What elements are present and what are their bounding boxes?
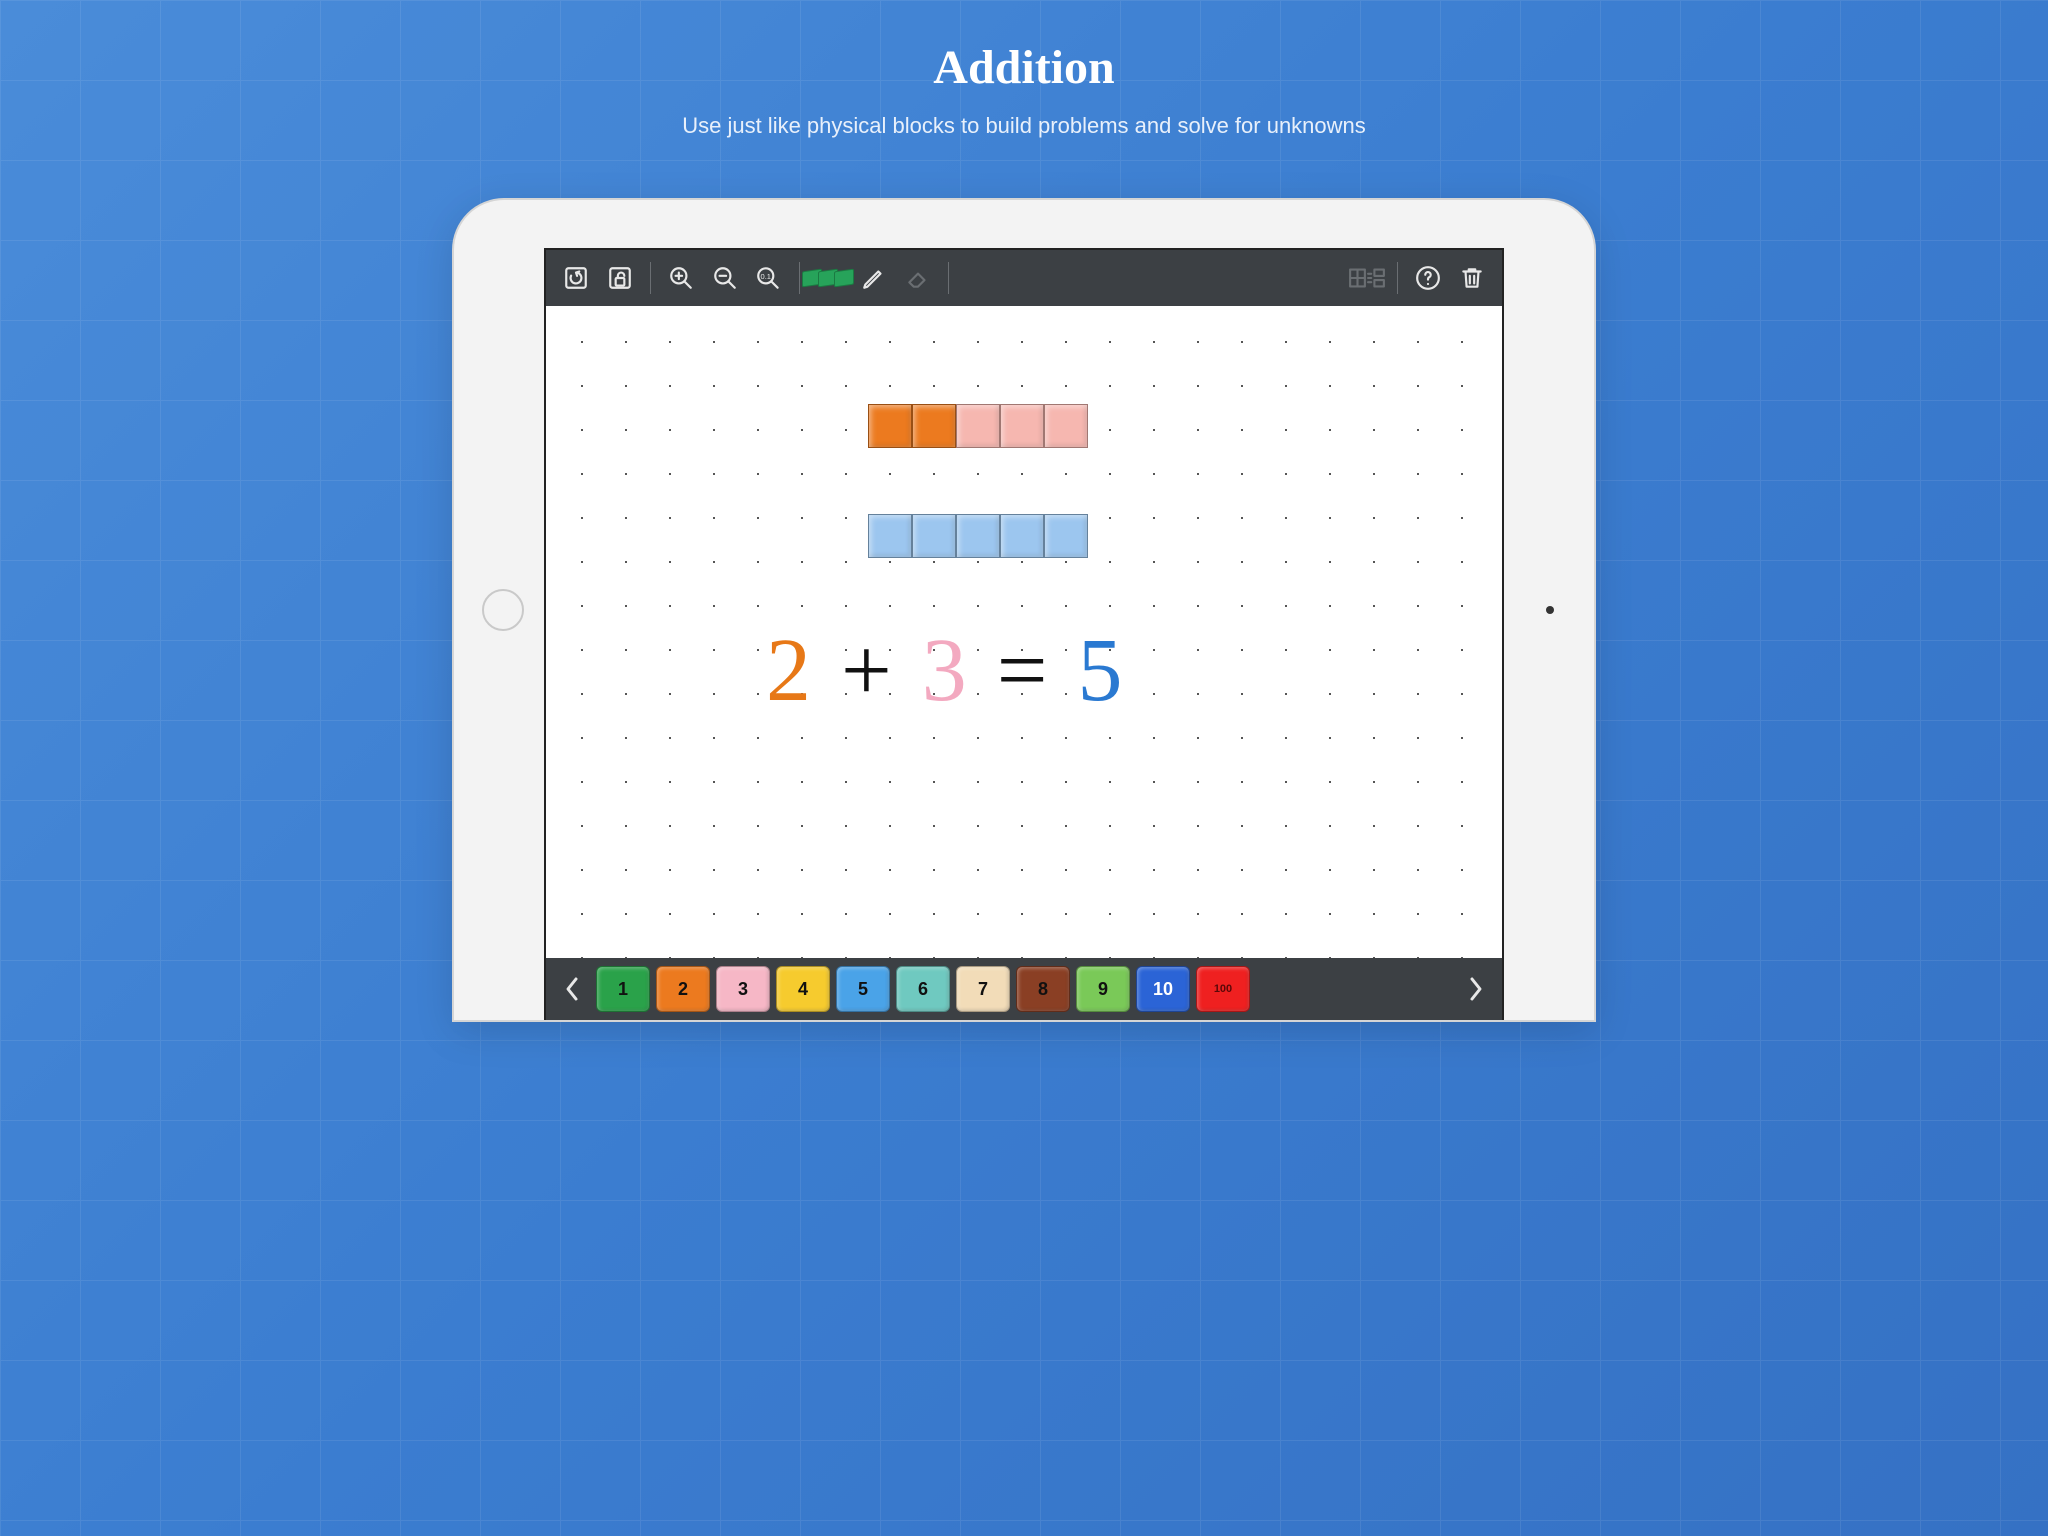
palette-swatch[interactable]: 8: [1016, 966, 1070, 1012]
block-cell[interactable]: [956, 514, 1000, 558]
toolbar-separator: [1397, 262, 1398, 294]
split-view-icon: [1347, 258, 1387, 298]
zoom-in-icon[interactable]: [661, 258, 701, 298]
block-row[interactable]: [868, 404, 1088, 448]
block-cell[interactable]: [1044, 514, 1088, 558]
block-cell[interactable]: [912, 514, 956, 558]
palette-swatch[interactable]: 6: [896, 966, 950, 1012]
canvas-area[interactable]: 2 +3 = 5: [546, 306, 1502, 958]
palette-swatch[interactable]: 5: [836, 966, 890, 1012]
equation-part: 3: [922, 626, 967, 716]
block-cell[interactable]: [868, 514, 912, 558]
toolbar-separator: [650, 262, 651, 294]
equation-part: 5: [1078, 626, 1123, 716]
toolbar-separator: [799, 262, 800, 294]
block-cell[interactable]: [1000, 404, 1044, 448]
page-title: Addition: [0, 0, 2048, 95]
page-subtitle: Use just like physical blocks to build p…: [0, 113, 2048, 139]
help-icon[interactable]: [1408, 258, 1448, 298]
palette-next-button[interactable]: [1458, 965, 1494, 1013]
eraser-tool-icon: [898, 258, 938, 298]
block-cell[interactable]: [1044, 404, 1088, 448]
palette-swatch[interactable]: 100: [1196, 966, 1250, 1012]
block-row[interactable]: [868, 514, 1088, 558]
color-palette: 12345678910100: [546, 958, 1502, 1020]
reset-icon[interactable]: [556, 258, 596, 298]
palette-swatch[interactable]: 7: [956, 966, 1010, 1012]
equation-part: +: [841, 626, 892, 716]
block-cell[interactable]: [868, 404, 912, 448]
pencil-tool-icon[interactable]: [854, 258, 894, 298]
svg-text:0.1: 0.1: [761, 272, 771, 281]
equation-part: 2: [766, 626, 811, 716]
palette-swatch[interactable]: 4: [776, 966, 830, 1012]
unlock-icon[interactable]: [600, 258, 640, 298]
palette-swatch[interactable]: 9: [1076, 966, 1130, 1012]
palette-swatch[interactable]: 10: [1136, 966, 1190, 1012]
blocks-tool-icon[interactable]: [810, 258, 850, 298]
tablet-camera: [1546, 606, 1554, 614]
zoom-decimal-icon[interactable]: 0.1: [749, 258, 789, 298]
tablet-frame: 0.1 2+3=5 12345678910100: [454, 200, 1594, 1020]
handwritten-equation: 2 +3 = 5: [766, 626, 1123, 716]
trash-icon[interactable]: [1452, 258, 1492, 298]
tablet-home-button: [482, 589, 524, 631]
block-cell[interactable]: [912, 404, 956, 448]
equation-part: =: [997, 626, 1048, 716]
block-cell[interactable]: [956, 404, 1000, 448]
palette-prev-button[interactable]: [554, 965, 590, 1013]
top-toolbar: 0.1: [546, 250, 1502, 306]
toolbar-separator: [948, 262, 949, 294]
zoom-out-icon[interactable]: [705, 258, 745, 298]
block-cell[interactable]: [1000, 514, 1044, 558]
palette-swatch[interactable]: 3: [716, 966, 770, 1012]
palette-swatch[interactable]: 2: [656, 966, 710, 1012]
palette-swatch[interactable]: 1: [596, 966, 650, 1012]
app-screen: 0.1 2+3=5 12345678910100: [544, 248, 1504, 1020]
